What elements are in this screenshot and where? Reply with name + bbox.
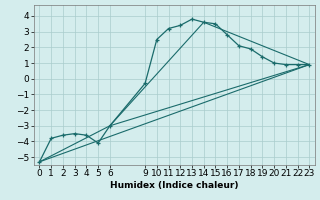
X-axis label: Humidex (Indice chaleur): Humidex (Indice chaleur) bbox=[110, 181, 239, 190]
